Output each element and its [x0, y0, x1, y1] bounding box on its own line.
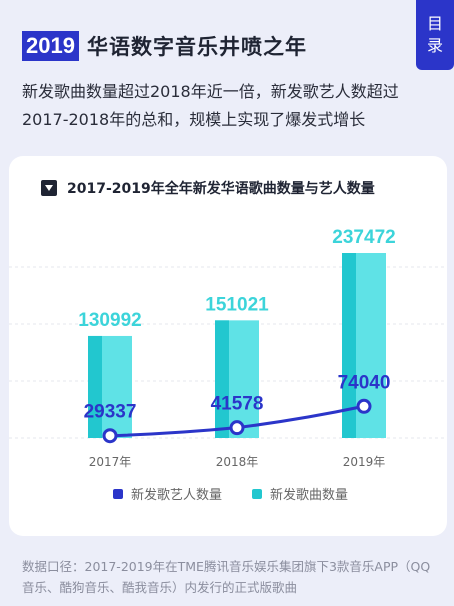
- legend-swatch-artists: [113, 488, 123, 499]
- line-point-artists: [102, 428, 118, 444]
- x-tick-label: 2017年: [89, 455, 132, 469]
- x-tick-label: 2019年: [343, 455, 386, 469]
- legend-item-artists: 新发歌艺人数量: [113, 484, 222, 503]
- toc-label-2: 录: [426, 36, 443, 55]
- chart-header: 2017-2019年全年新发华语歌曲数量与艺人数量: [41, 178, 375, 198]
- source-note: 数据口径：2017-2019年在TME腾讯音乐娱乐集团旗下3款音乐APP（QQ音…: [22, 559, 431, 595]
- toc-tab[interactable]: 目 录: [416, 0, 454, 70]
- legend-swatch-songs: [252, 488, 263, 499]
- bar-songs-shade: [88, 335, 102, 438]
- toc-label-1: 目: [426, 14, 443, 33]
- chart-card: 2017-2019年全年新发华语歌曲数量与艺人数量 130992 151021 23…: [9, 156, 447, 536]
- bar-value-label: 151021: [205, 294, 269, 315]
- title-text: 华语数字音乐井喷之年: [86, 35, 307, 59]
- bar-value-label: 130992: [78, 310, 141, 331]
- chart-svg: 130992 151021 237472 29337 41578 74040 2017年 20…: [9, 227, 447, 469]
- legend-item-songs: 新发歌曲数量: [252, 484, 348, 503]
- x-tick-label: 2018年: [216, 455, 259, 469]
- line-point-artists: [356, 398, 372, 414]
- description: 新发歌曲数量超过2018年近一倍，新发歌艺人数超过2017-2018年的总和，规…: [22, 82, 399, 129]
- line-point-artists: [229, 420, 245, 436]
- bar-value-label: 237472: [332, 227, 395, 248]
- line-value-label: 74040: [338, 372, 391, 393]
- legend-label-artists: 新发歌艺人数量: [131, 488, 223, 503]
- chart-title: 2017-2019年全年新发华语歌曲数量与艺人数量: [67, 181, 375, 197]
- page-title: 2019 华语数字音乐井喷之年: [22, 30, 307, 62]
- bar-songs-shade: [215, 320, 229, 438]
- year-badge: 2019: [22, 31, 79, 61]
- legend-label-songs: 新发歌曲数量: [270, 488, 349, 503]
- bar-songs-shade: [342, 253, 356, 438]
- line-value-label: 41578: [211, 394, 264, 415]
- caret-down-icon: [41, 180, 57, 196]
- line-value-label: 29337: [84, 402, 137, 423]
- legend: 新发歌艺人数量 新发歌曲数量: [113, 484, 378, 503]
